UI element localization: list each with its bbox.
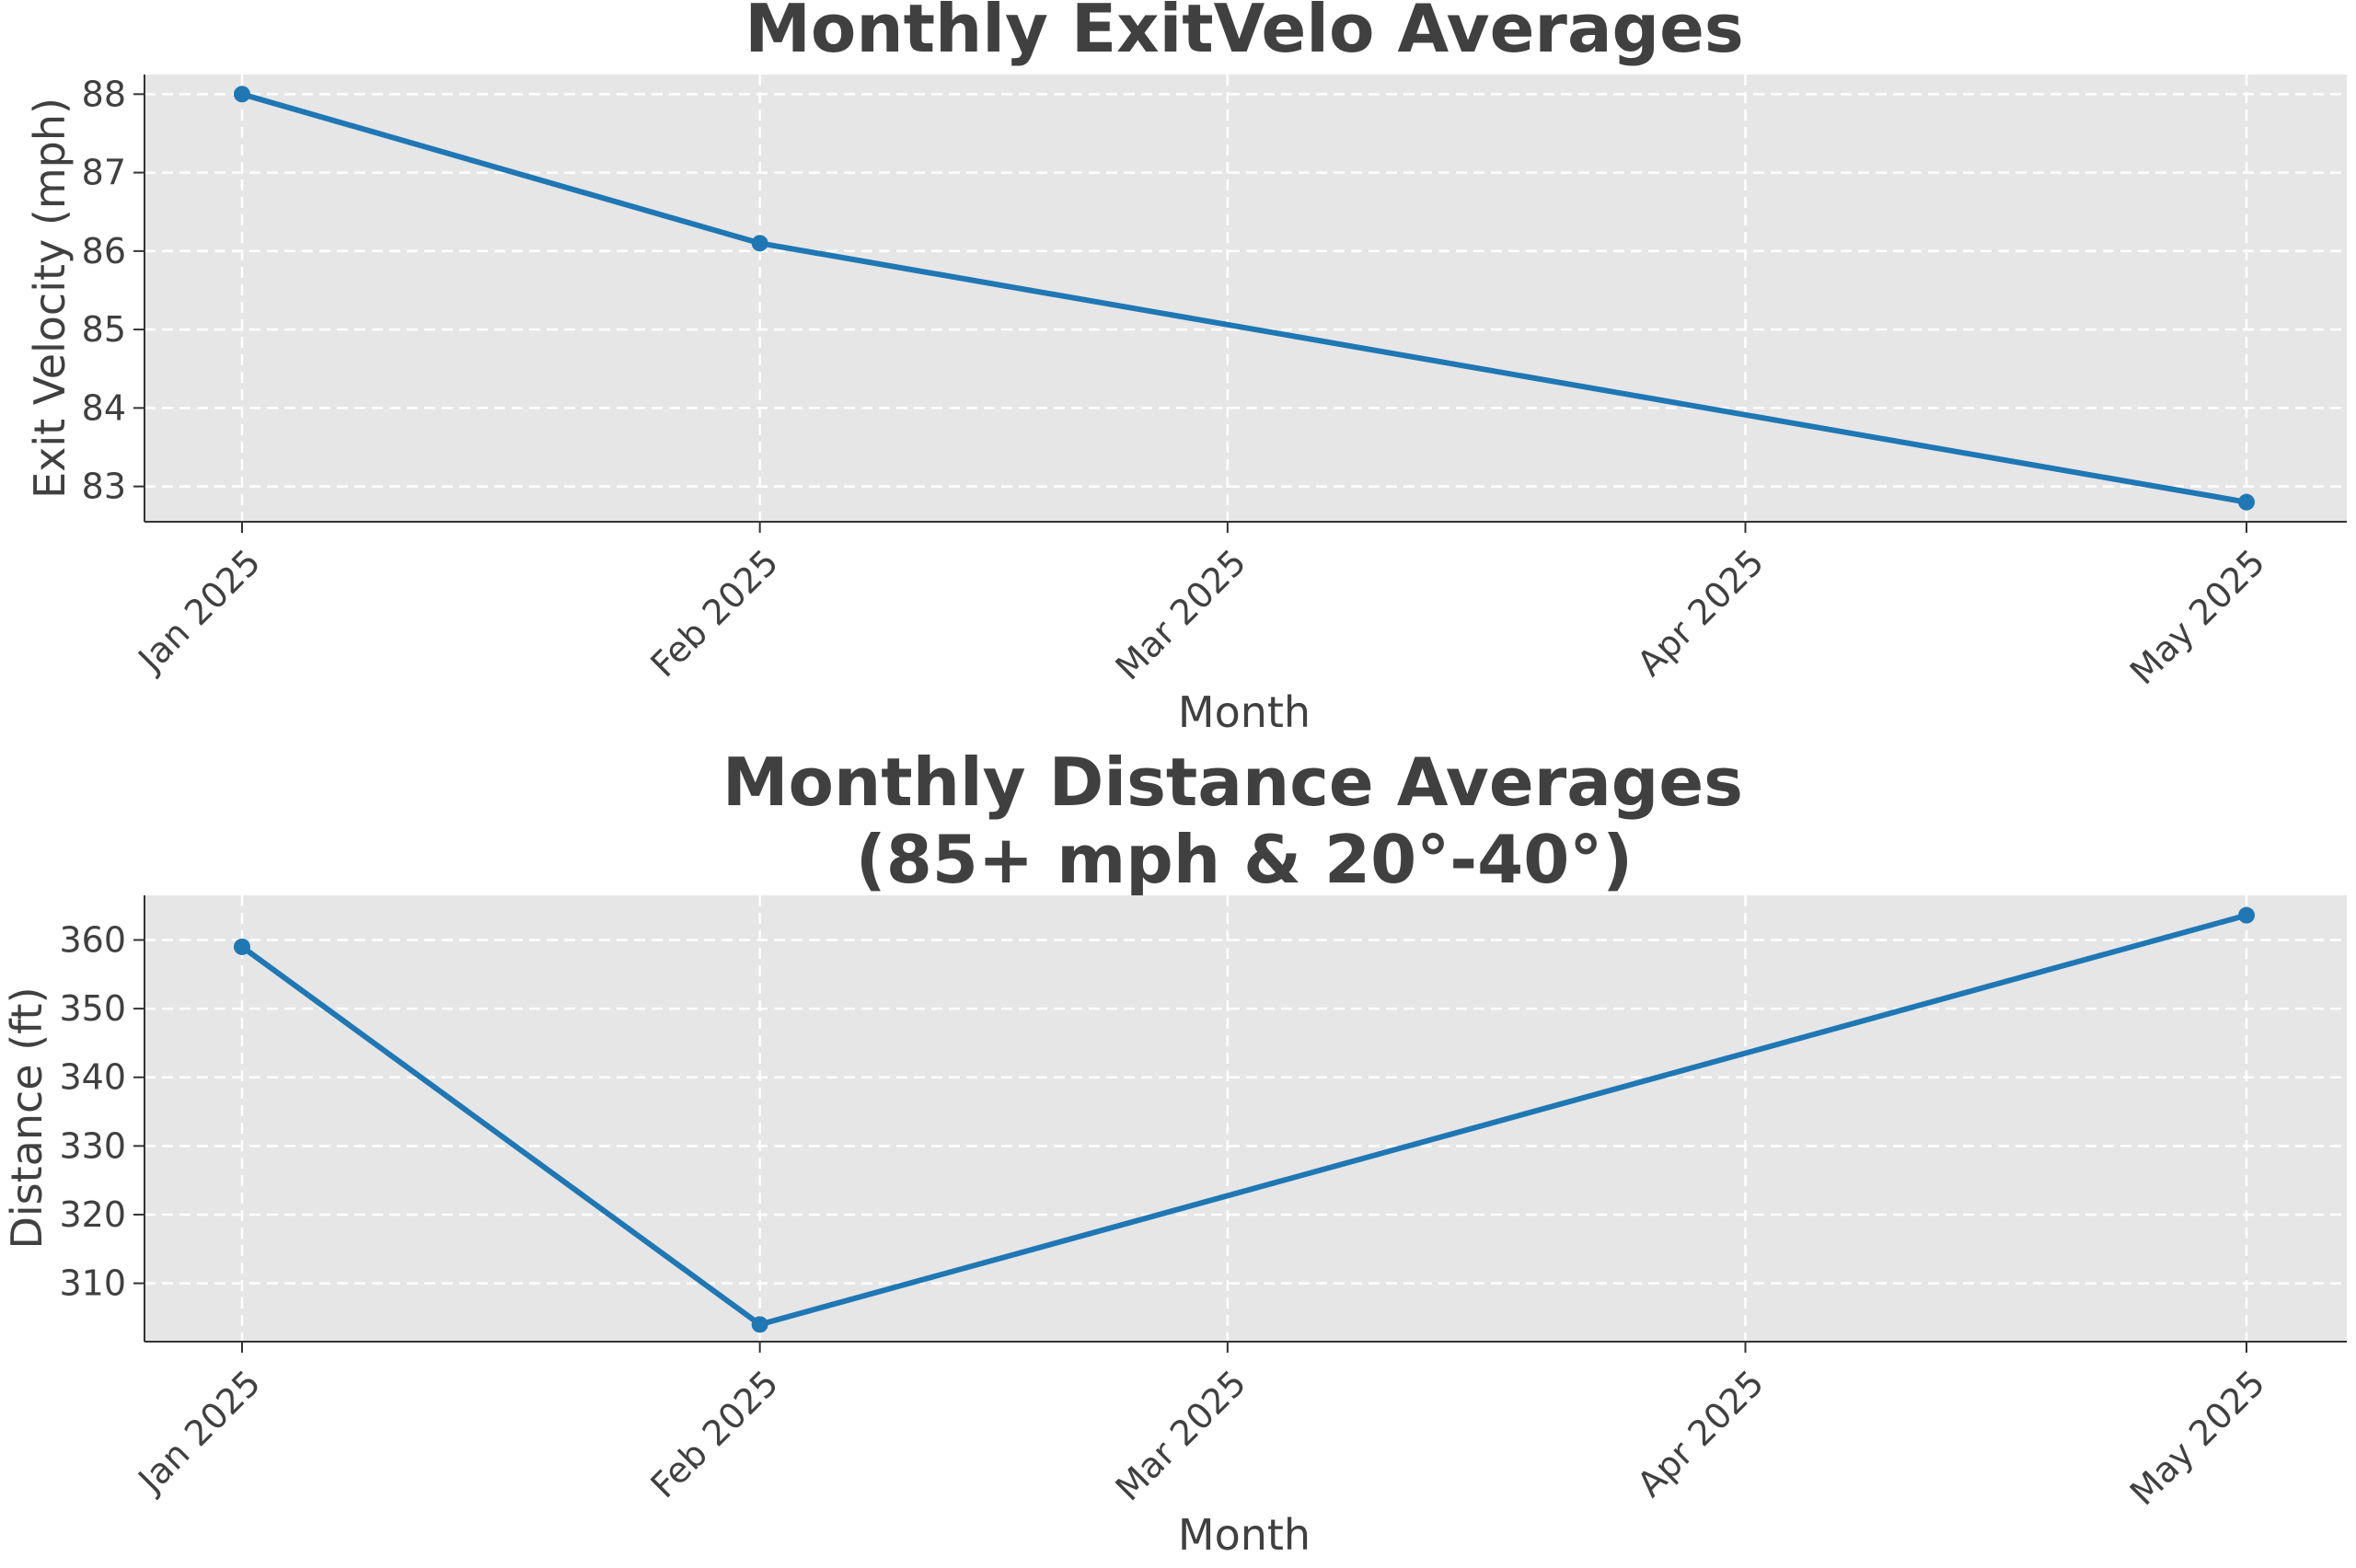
x-axis-label: Month	[1178, 687, 1311, 737]
x-tick-label: May 2025	[2122, 542, 2273, 693]
y-tick-label: 320	[59, 1194, 126, 1235]
y-ticks: 83 84 85 86 87 88	[82, 74, 144, 507]
y-axis-label: Exit Velocity (mph)	[25, 98, 75, 499]
x-tick-label: Apr 2025	[1629, 542, 1772, 685]
series-line	[234, 906, 2255, 1333]
y-tick-label: 86	[82, 231, 126, 271]
x-tick-label: May 2025	[2122, 1363, 2273, 1514]
chart-exitvelo: Monthly ExitVelo Averages 83 84 85 86 87 88 J…	[25, 0, 2347, 737]
plot-area	[144, 895, 2347, 1342]
x-tick-label: Jan 2025	[130, 1363, 269, 1502]
y-ticks: 310 320 330 340 350 360	[59, 920, 144, 1304]
chart-title: Monthly ExitVelo Averages	[745, 0, 1744, 67]
y-tick-label: 84	[82, 387, 126, 428]
y-tick-label: 310	[59, 1263, 126, 1304]
y-tick-label: 88	[82, 74, 126, 114]
data-point	[751, 1316, 768, 1333]
x-axis-label: Month	[1178, 1510, 1311, 1560]
x-tick-label: Mar 2025	[1108, 1363, 1254, 1509]
data-point	[2238, 493, 2255, 511]
x-ticks: Jan 2025 Feb 2025 Mar 2025 Apr 2025 May 2025	[130, 522, 2273, 692]
data-point	[234, 938, 250, 955]
y-tick-label: 83	[82, 467, 126, 507]
x-tick-label: Feb 2025	[643, 1363, 787, 1506]
chart-distance: Monthly Distance Averages (85+ mph & 20°…	[2, 744, 2347, 1560]
gridlines	[144, 75, 2347, 522]
series-line	[234, 86, 2255, 511]
data-point	[2238, 906, 2255, 924]
data-point	[234, 86, 250, 103]
plot-area	[144, 75, 2347, 522]
gridlines	[144, 895, 2347, 1342]
x-tick-label: Mar 2025	[1108, 542, 1254, 688]
y-tick-label: 350	[59, 988, 126, 1029]
chart-title-line-1: Monthly Distance Averages	[722, 744, 1743, 821]
data-point	[751, 235, 768, 252]
x-ticks: Jan 2025 Feb 2025 Mar 2025 Apr 2025 May 2025	[130, 1342, 2273, 1513]
y-axis-label: Distance (ft)	[2, 986, 52, 1249]
y-tick-label: 340	[59, 1057, 126, 1098]
chart-title: Monthly Distance Averages (85+ mph & 20°…	[722, 744, 1766, 898]
chart-title-line-2: (85+ mph & 20°-40°)	[856, 821, 1633, 898]
x-tick-label: Apr 2025	[1629, 1363, 1772, 1505]
y-tick-label: 360	[59, 920, 126, 961]
x-tick-label: Feb 2025	[643, 542, 787, 686]
y-tick-label: 330	[59, 1125, 126, 1166]
x-tick-label: Jan 2025	[130, 542, 269, 681]
y-tick-label: 85	[82, 309, 126, 350]
y-tick-label: 87	[82, 153, 126, 193]
